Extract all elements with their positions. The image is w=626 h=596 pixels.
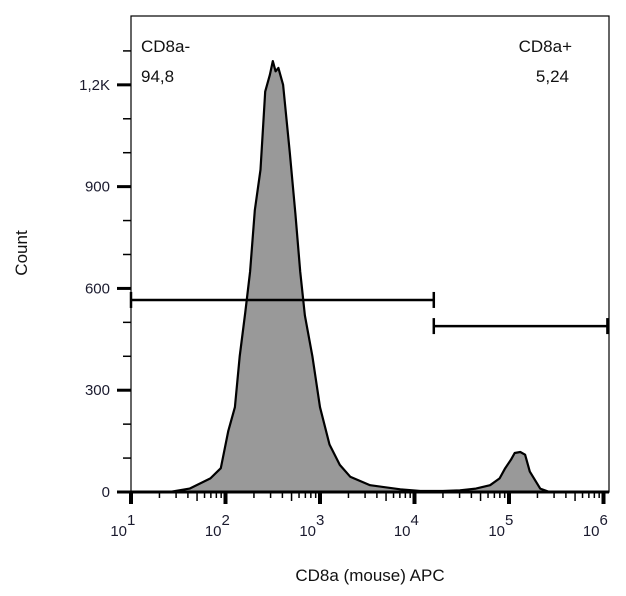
x-axis-label: CD8a (mouse) APC xyxy=(295,566,444,585)
x-tick-exponent: 1 xyxy=(127,512,135,529)
x-tick-exponent: 6 xyxy=(600,512,608,529)
histogram-area xyxy=(158,60,605,494)
plot-frame xyxy=(130,15,610,493)
x-tick-exponent: 4 xyxy=(411,512,419,529)
y-tick-label: 600 xyxy=(85,280,110,297)
gate-label-positive: CD8a+ xyxy=(519,37,572,56)
gate-value-negative: 94,8 xyxy=(141,67,174,86)
y-tick-label: 900 xyxy=(85,179,110,196)
y-tick-label: 0 xyxy=(102,484,110,501)
gate-value-positive: 5,24 xyxy=(536,67,569,86)
x-tick-label: 10 xyxy=(394,523,411,540)
x-tick-exponent: 2 xyxy=(222,512,230,529)
x-tick-exponent: 3 xyxy=(316,512,324,529)
y-axis-label: Count xyxy=(12,230,31,276)
gate-label-negative: CD8a- xyxy=(141,37,190,56)
x-tick-exponent: 5 xyxy=(505,512,513,529)
x-tick-label: 10 xyxy=(110,523,127,540)
x-tick-label: 10 xyxy=(583,523,600,540)
y-tick-label: 300 xyxy=(85,382,110,399)
y-tick-label: 1,2K xyxy=(79,77,110,94)
x-tick-label: 10 xyxy=(488,523,505,540)
x-tick-label: 10 xyxy=(299,523,316,540)
x-tick-label: 10 xyxy=(205,523,222,540)
